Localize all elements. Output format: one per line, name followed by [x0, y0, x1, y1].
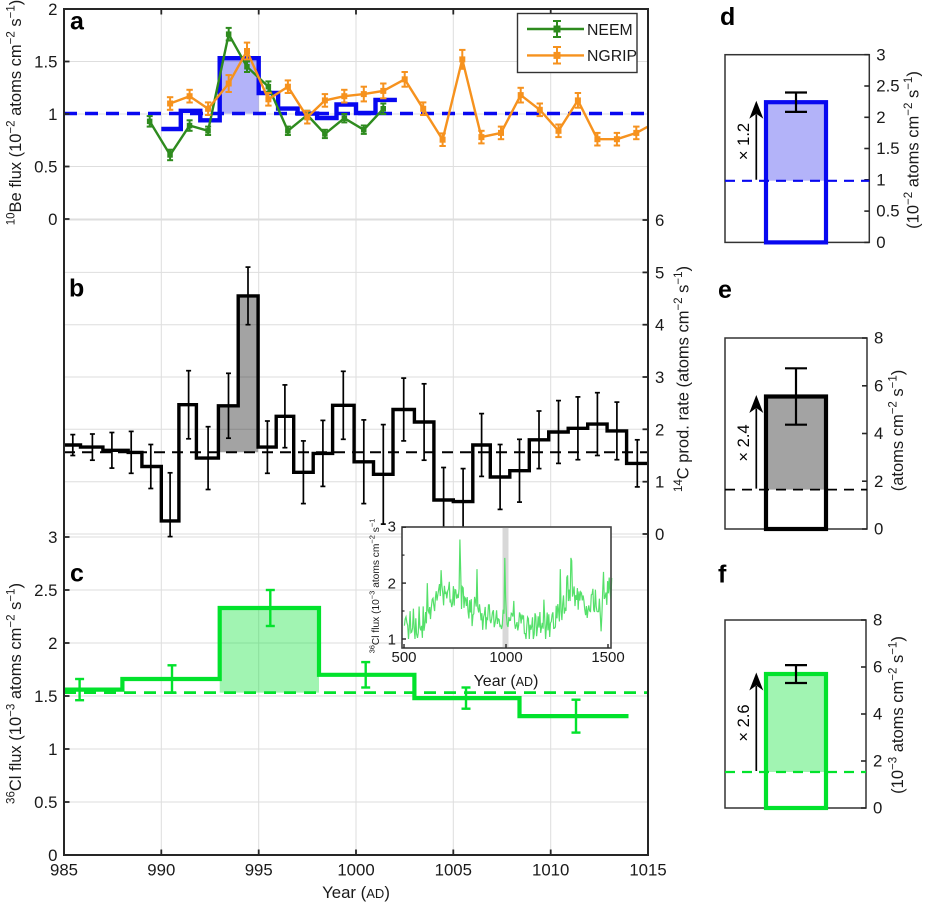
svg-text:× 2.4: × 2.4	[735, 424, 753, 461]
svg-text:1: 1	[48, 105, 57, 124]
svg-text:6: 6	[655, 211, 664, 230]
svg-text:× 2.6: × 2.6	[735, 704, 753, 741]
svg-text:0: 0	[48, 210, 57, 229]
svg-text:2: 2	[876, 108, 885, 127]
svg-text:1.5: 1.5	[34, 53, 57, 72]
svg-text:1000: 1000	[337, 860, 374, 879]
svg-text:3: 3	[876, 45, 885, 64]
svg-text:3: 3	[388, 519, 396, 536]
svg-text:0: 0	[873, 799, 882, 818]
svg-text:Year (AD): Year (AD)	[474, 673, 539, 690]
svg-text:1015: 1015	[629, 860, 666, 879]
svg-text:e: e	[718, 276, 732, 304]
svg-text:0: 0	[876, 233, 885, 252]
svg-text:0.5: 0.5	[876, 202, 899, 221]
svg-text:6: 6	[873, 658, 882, 677]
svg-text:1.5: 1.5	[34, 687, 57, 706]
svg-text:36Cl flux (10−3 atoms cm−2 s−1: 36Cl flux (10−3 atoms cm−2 s−1	[368, 519, 383, 654]
svg-text:3: 3	[655, 368, 664, 387]
svg-text:2.5: 2.5	[34, 581, 57, 600]
svg-text:5: 5	[655, 263, 664, 282]
svg-text:14C prod. rate (atoms cm−2 s−1: 14C prod. rate (atoms cm−2 s−1)	[673, 266, 693, 492]
svg-text:NGRIP: NGRIP	[587, 48, 637, 65]
svg-text:1: 1	[655, 473, 664, 492]
svg-text:2.5: 2.5	[876, 77, 899, 96]
svg-text:2: 2	[655, 420, 664, 439]
svg-text:0.5: 0.5	[34, 793, 57, 812]
svg-text:4: 4	[655, 316, 664, 335]
svg-text:× 1.2: × 1.2	[735, 123, 753, 160]
svg-text:b: b	[69, 275, 84, 303]
svg-text:1: 1	[876, 170, 885, 189]
svg-text:2: 2	[874, 472, 883, 491]
svg-text:a: a	[70, 8, 85, 36]
svg-text:500: 500	[391, 649, 416, 666]
svg-text:f: f	[718, 561, 727, 589]
svg-text:(10−3 atoms cm−2 s−1): (10−3 atoms cm−2 s−1)	[888, 636, 908, 794]
svg-text:(10−2 atoms cm−2 s−1): (10−2 atoms cm−2 s−1)	[903, 71, 923, 229]
svg-text:NEEM: NEEM	[587, 22, 633, 39]
svg-text:10Be flux (10−2 atoms cm−2 s−1: 10Be flux (10−2 atoms cm−2 s−1)	[5, 0, 25, 225]
svg-text:1005: 1005	[435, 860, 472, 879]
svg-text:1010: 1010	[532, 860, 569, 879]
svg-text:995: 995	[245, 860, 273, 879]
svg-text:2: 2	[48, 634, 57, 653]
svg-text:c: c	[70, 560, 84, 588]
svg-text:0.5: 0.5	[34, 158, 57, 177]
svg-text:3: 3	[48, 528, 57, 547]
svg-text:0: 0	[655, 525, 664, 544]
svg-text:2: 2	[48, 0, 57, 19]
svg-text:(atoms cm−2 s−1): (atoms cm−2 s−1)	[888, 370, 908, 492]
svg-text:4: 4	[873, 705, 882, 724]
svg-text:36Cl flux (10−3 atoms cm−2 s−1: 36Cl flux (10−3 atoms cm−2 s−1)	[5, 583, 25, 804]
svg-text:8: 8	[874, 329, 883, 348]
svg-text:1: 1	[388, 632, 396, 649]
svg-text:990: 990	[147, 860, 175, 879]
svg-text:1000: 1000	[489, 649, 522, 666]
svg-text:1500: 1500	[591, 649, 624, 666]
svg-text:0: 0	[874, 520, 883, 539]
svg-text:985: 985	[50, 860, 78, 879]
svg-text:8: 8	[873, 611, 882, 630]
svg-text:2: 2	[873, 752, 882, 771]
svg-text:Year (AD): Year (AD)	[322, 883, 390, 902]
svg-text:1.5: 1.5	[876, 139, 899, 158]
svg-text:6: 6	[874, 376, 883, 395]
svg-text:d: d	[720, 3, 735, 31]
svg-text:1: 1	[48, 740, 57, 759]
svg-text:4: 4	[874, 424, 883, 443]
svg-text:2: 2	[388, 576, 396, 593]
svg-text:0: 0	[48, 846, 57, 865]
